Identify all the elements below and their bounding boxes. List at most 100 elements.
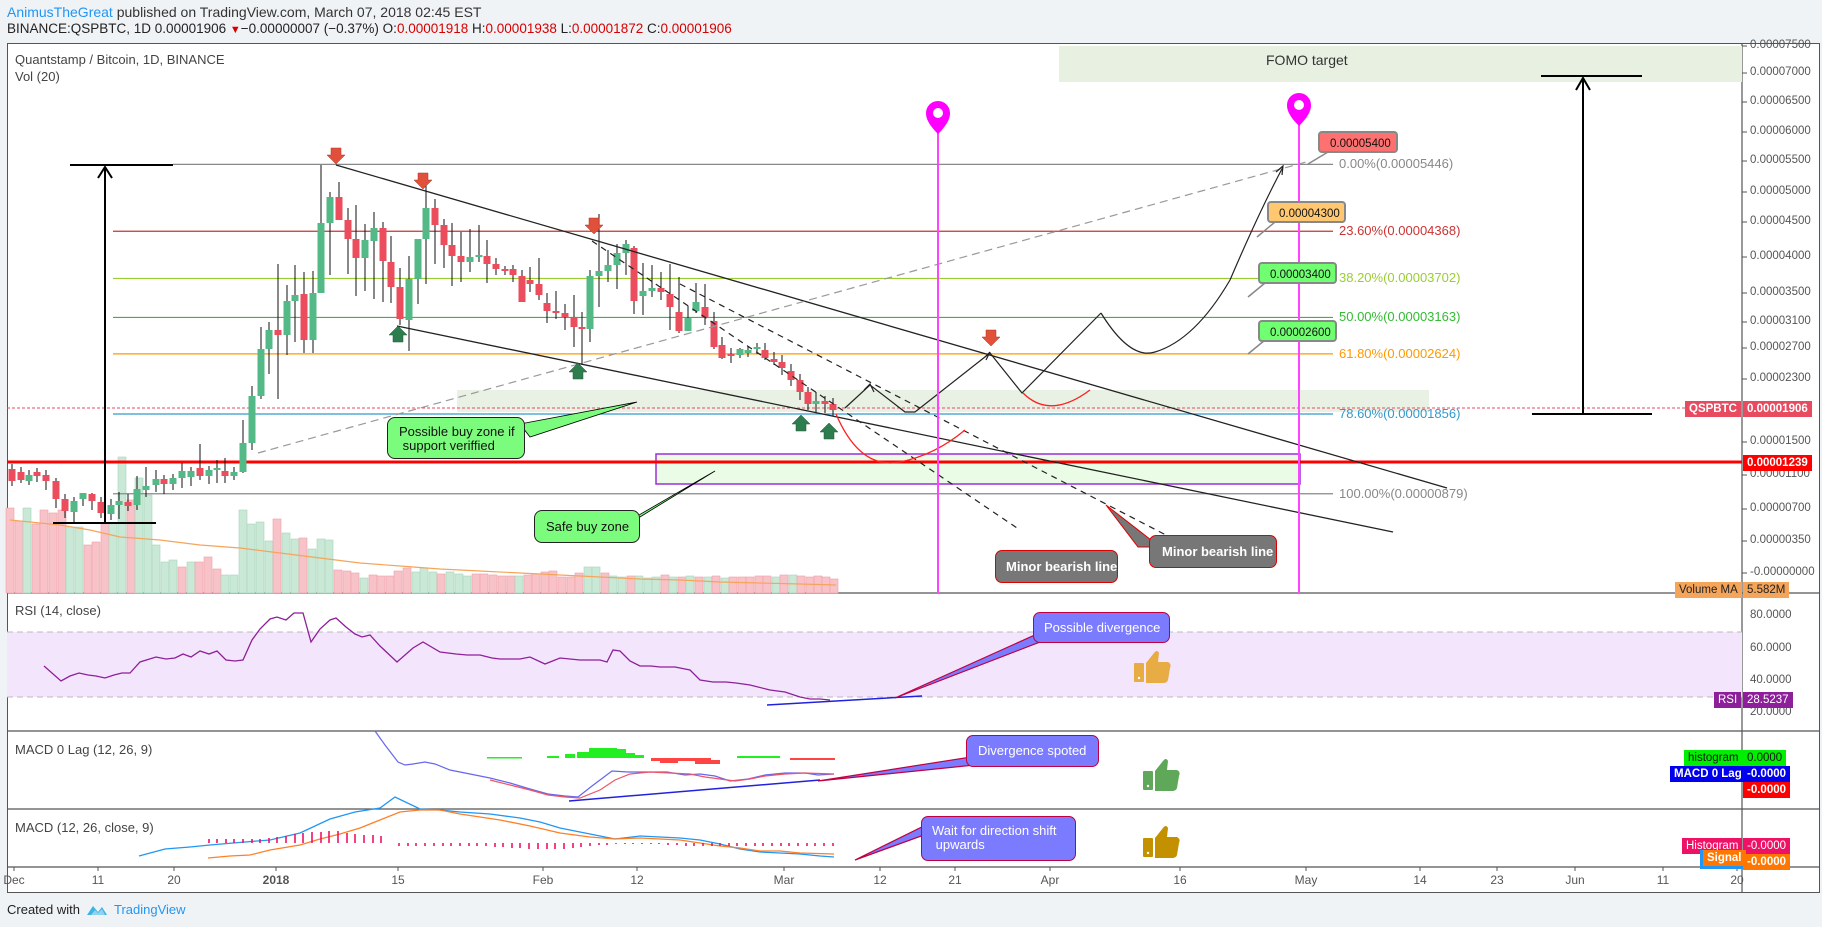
support-price-tag: 0.00001239 (1743, 455, 1812, 471)
safe-buy-zone-callout[interactable]: Safe buy zone (534, 510, 640, 543)
price-tick-label: 0.00002700 (1750, 341, 1811, 353)
safe-buy-zone-box[interactable] (655, 453, 1301, 485)
symbol-name: BINANCE:QSPBTC, 1D (7, 21, 152, 36)
date-markers[interactable] (926, 93, 1311, 593)
published-text: published on TradingView.com, March 07, … (112, 4, 482, 20)
publish-info: AnimusTheGreat published on TradingView.… (7, 4, 481, 20)
time-tick-label: 2018 (262, 873, 290, 887)
open-label: O: (382, 21, 397, 36)
resistance-down-arrows (326, 147, 1001, 347)
time-tick-label: 15 (391, 873, 405, 887)
price-tick-label: -0.00000000 (1750, 566, 1815, 578)
price-tick-label: 0.00005500 (1750, 154, 1811, 166)
macd-histogram (208, 831, 834, 849)
volume-ma-line (9, 519, 837, 586)
minor-bearish-callout-1[interactable]: Minor bearish line (995, 550, 1118, 583)
macd0-signal-value: -0.0000 (1743, 782, 1791, 798)
target-callout-34[interactable]: 0.00003400 (1258, 262, 1337, 284)
tradingview-logo-icon (86, 905, 107, 915)
possible-buy-zone-band[interactable] (457, 390, 1429, 412)
rsi-tick: 40.0000 (1750, 674, 1792, 686)
price-tick-label: 0.00006500 (1750, 95, 1811, 107)
price-axis-ticks (1742, 45, 1747, 574)
fib-level-label: 100.00%(0.00000879) (1339, 485, 1468, 501)
target-callout-43[interactable]: 0.00004300 (1267, 201, 1346, 223)
target-callout-pointers (1247, 151, 1329, 355)
possible-divergence-callout[interactable]: Possible divergence (1033, 612, 1170, 643)
time-tick-label: 11 (1656, 873, 1670, 887)
tradingview-link[interactable]: TradingView (113, 902, 186, 917)
fib-level-label: 38.20%(0.00003702) (1339, 270, 1461, 286)
time-tick-label: Feb (532, 873, 554, 887)
time-axis-ticks (13, 867, 1738, 871)
close-label: C: (646, 21, 661, 36)
alternative-projection-red[interactable] (835, 389, 1091, 464)
high-value: 0.00001938 (485, 21, 557, 36)
last-price-value-tag: 0.00001906 (1743, 401, 1812, 417)
volume-bars (5, 456, 839, 594)
divergence-spoted-pointer (817, 756, 976, 782)
time-tick-label: 14 (1413, 873, 1427, 887)
time-tick-label: Jun (1565, 873, 1585, 887)
macd-pane-title: MACD (12, 26, close, 9) (15, 820, 154, 835)
price-tick-label: 0.00006000 (1750, 125, 1811, 137)
time-tick-label: 16 (1173, 873, 1187, 887)
rsi-band (7, 632, 1742, 697)
rsi-tick: 60.0000 (1750, 642, 1792, 654)
target-callout-54[interactable]: 0.00005400 (1318, 131, 1398, 153)
price-tick-label: 0.00001100 (1750, 468, 1810, 480)
macd-histogram-value: -0.0000 (1743, 838, 1791, 854)
author-link[interactable]: AnimusTheGreat (7, 4, 113, 20)
wait-direction-callout[interactable]: Wait for direction shift upwards (921, 816, 1076, 861)
open-value: 0.00001918 (396, 21, 469, 36)
rsi-tick: 80.0000 (1750, 609, 1792, 621)
close-value: 0.00001906 (660, 21, 732, 36)
fib-level-label: 78.60%(0.00001856) (1339, 405, 1461, 421)
fib-level-label: 0.00%(0.00005446) (1339, 156, 1454, 172)
macd0-lag-value: -0.0000 (1743, 766, 1791, 782)
last-price: 0.00001906 (154, 21, 227, 36)
rsi-label-tag: RSI (1714, 692, 1742, 708)
price-tick-label: 0.00003500 (1750, 286, 1811, 298)
macd0-pane-title: MACD 0 Lag (12, 26, 9) (15, 742, 153, 757)
fib-level-label: 61.80%(0.00002624) (1339, 345, 1461, 361)
price-tick-label: 0.00000700 (1750, 502, 1811, 514)
price-tick-label: 0.00004000 (1750, 250, 1811, 262)
time-tick-label: May (1294, 873, 1318, 887)
pin-icon[interactable] (926, 101, 950, 134)
macd-signal-value: -0.0000 (1743, 854, 1791, 870)
rsi-pane-title: RSI (14, close) (15, 603, 101, 618)
macd-signal-line (207, 809, 835, 859)
support-up-arrows (388, 325, 839, 440)
channel-lines[interactable] (335, 164, 1448, 533)
time-tick-label: 11 (91, 873, 105, 887)
fib-level-label: 50.00%(0.00003163) (1339, 309, 1461, 325)
low-label: L: (560, 21, 572, 36)
target-callout-26[interactable]: 0.00002600 (1258, 320, 1337, 342)
time-tick-label: 12 (630, 873, 644, 887)
down-triangle-icon: ▼ (229, 24, 241, 36)
minor-bearish-callout-2[interactable]: Minor bearish line (1149, 535, 1277, 568)
projection-path[interactable] (844, 164, 1284, 413)
pin-icon[interactable] (1287, 93, 1311, 126)
low-value: 0.00001872 (571, 21, 644, 36)
macd-line (138, 796, 835, 858)
macd0-histogram (487, 748, 780, 759)
macd0-signal-line (489, 771, 835, 799)
symbol-info: BINANCE:QSPBTC, 1D 0.00001906 ▼−0.000000… (7, 21, 732, 36)
rsi-line (43, 612, 831, 701)
price-tick-label: 0.00003100 (1750, 315, 1811, 327)
chart-container[interactable] (7, 43, 1820, 893)
measure-arrow-right[interactable] (1532, 75, 1652, 415)
last-price-label-tag: QSPBTC (1685, 401, 1741, 417)
rsi-value-tag: 28.5237 (1743, 692, 1793, 708)
candlesticks (8, 165, 837, 523)
measure-arrow-left[interactable] (53, 164, 173, 524)
time-tick-label: Mar (773, 873, 795, 887)
macd-signal-label: Signal (1700, 850, 1746, 869)
macd0-histogram-neg (651, 758, 835, 764)
time-tick-label: 20 (1730, 873, 1744, 887)
possible-buy-zone-callout[interactable]: Possible buy zone if support veriffied (387, 417, 525, 459)
divergence-spoted-callout[interactable]: Divergence spoted (966, 735, 1099, 767)
